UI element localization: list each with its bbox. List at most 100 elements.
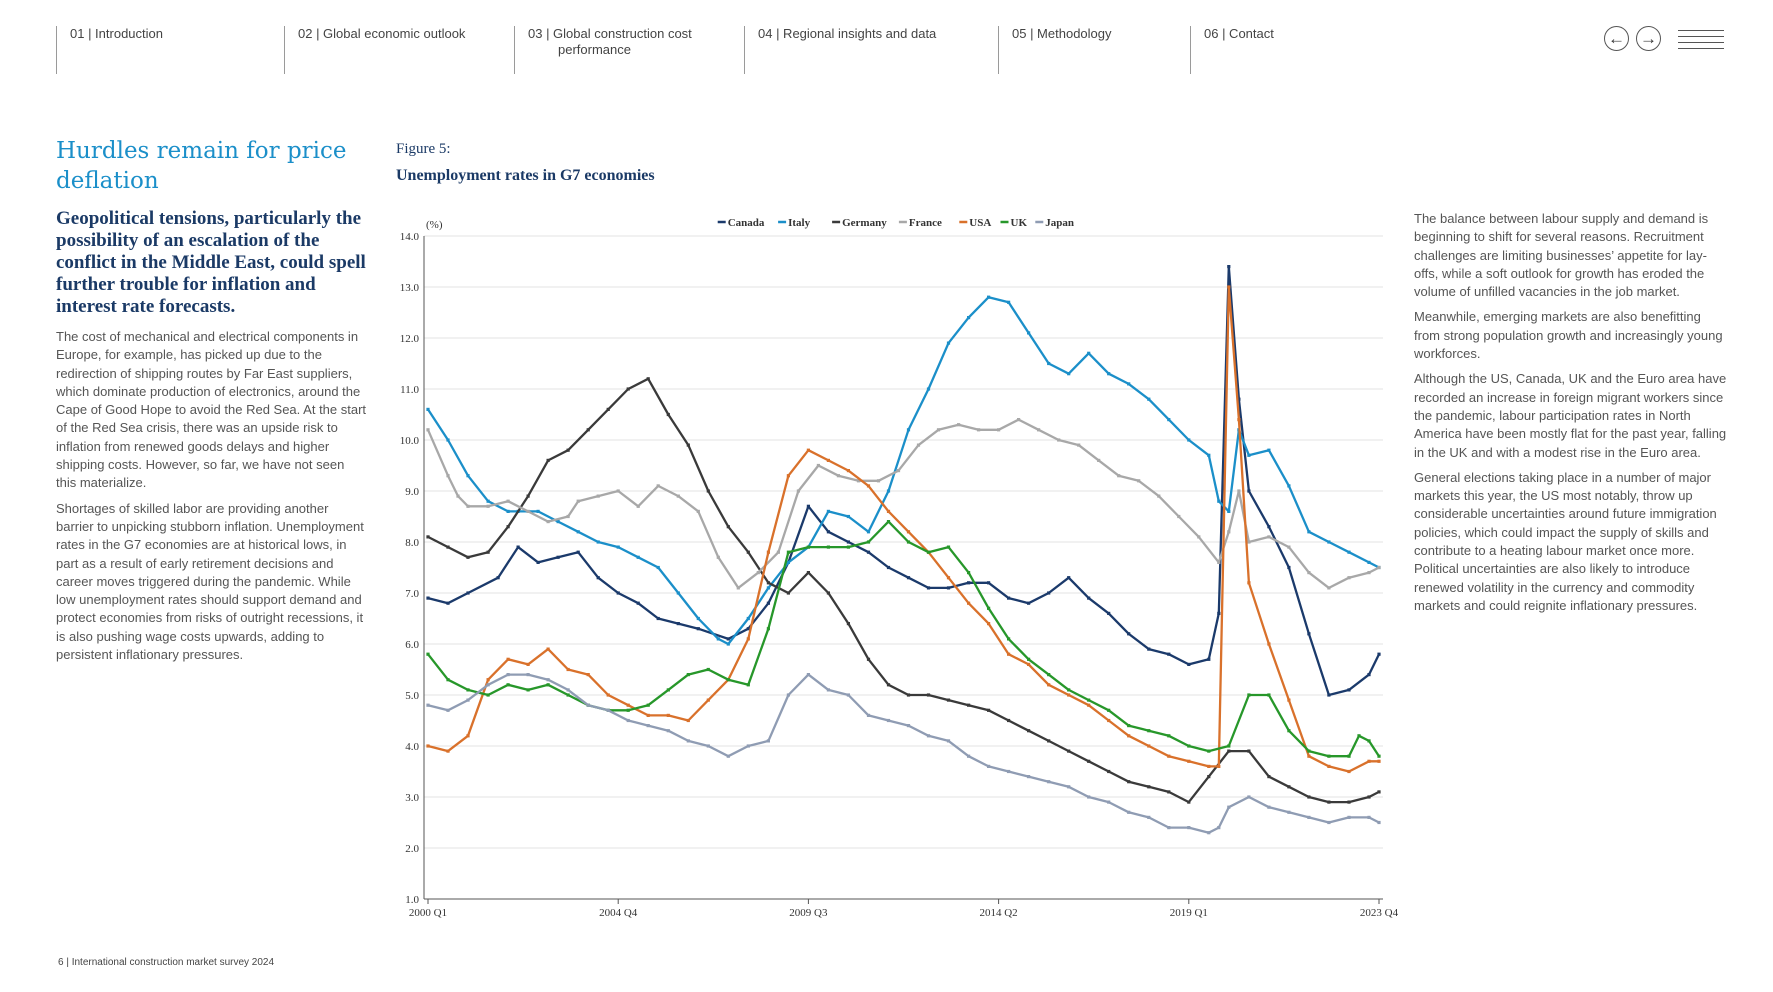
- series-point-japan: [746, 744, 750, 748]
- series-point-usa: [546, 647, 550, 651]
- series-point-france: [816, 463, 820, 468]
- series-point-canada: [1027, 601, 1031, 605]
- series-point-japan: [646, 724, 650, 728]
- series-point-japan: [1367, 815, 1371, 819]
- series-point-italy: [426, 407, 430, 411]
- series-point-canada: [987, 581, 991, 585]
- series-point-france: [1267, 535, 1271, 539]
- y-tick-label: 1.0: [405, 894, 419, 906]
- series-point-japan: [1227, 805, 1231, 809]
- series-point-italy: [1127, 382, 1131, 386]
- series-point-germany: [1187, 800, 1191, 804]
- series-point-uk: [1357, 734, 1361, 738]
- series-point-italy: [1237, 428, 1241, 432]
- series-point-japan: [526, 673, 530, 677]
- series-point-germany: [606, 407, 610, 411]
- series-point-canada: [866, 550, 871, 554]
- right-paragraph-4: General elections taking place in a numb…: [1414, 469, 1717, 613]
- series-point-italy: [1087, 351, 1091, 355]
- series-point-canada: [1267, 525, 1271, 529]
- series-point-japan: [486, 683, 490, 687]
- series-point-uk: [926, 550, 931, 554]
- left-column: Hurdles remain for price deflation Geopo…: [56, 136, 368, 671]
- series-point-france: [1097, 458, 1101, 462]
- series-point-france: [1237, 489, 1241, 493]
- series-point-uk: [666, 688, 670, 692]
- nav-methodology[interactable]: 05 | Methodology: [998, 26, 1112, 74]
- series-point-uk: [786, 550, 790, 554]
- series-point-uk: [1347, 754, 1351, 758]
- series-point-uk: [866, 540, 871, 544]
- series-point-france: [676, 494, 680, 498]
- series-point-italy: [576, 530, 580, 534]
- legend-label-france: France: [909, 217, 942, 229]
- series-point-italy: [616, 545, 620, 549]
- series-point-japan: [967, 754, 971, 758]
- series-point-france: [426, 428, 430, 432]
- series-point-germany: [506, 525, 510, 529]
- series-point-france: [896, 469, 901, 473]
- series-point-france: [916, 443, 921, 447]
- series-point-italy: [967, 316, 971, 320]
- series-point-uk: [646, 703, 650, 707]
- next-page-button[interactable]: →: [1636, 26, 1661, 51]
- previous-page-button[interactable]: ←: [1604, 26, 1629, 51]
- y-axis-label: (%): [426, 219, 443, 231]
- series-point-germany: [1107, 769, 1111, 774]
- series-point-france: [506, 499, 510, 503]
- series-point-france: [936, 428, 941, 432]
- series-point-italy: [866, 530, 871, 534]
- series-point-usa: [1287, 698, 1291, 702]
- series-point-usa: [826, 458, 830, 462]
- lead-paragraph: Geopolitical tensions, particularly the …: [56, 208, 366, 317]
- series-point-japan: [706, 744, 710, 748]
- body-paragraph-2: Shortages of skilled labor are providing…: [56, 500, 364, 663]
- nav-global-construction-cost[interactable]: 03 | Global construction cost performanc…: [514, 26, 692, 74]
- right-paragraph-3: Although the US, Canada, UK and the Euro…: [1414, 371, 1727, 460]
- series-point-japan: [1007, 769, 1011, 774]
- legend-label-japan: Japan: [1045, 217, 1074, 229]
- series-point-italy: [656, 565, 660, 570]
- series-point-italy: [946, 341, 951, 345]
- series-point-france: [736, 586, 740, 590]
- series-point-germany: [926, 693, 931, 697]
- series-point-japan: [1327, 820, 1331, 825]
- series-point-canada: [1327, 693, 1331, 697]
- series-point-canada: [636, 601, 640, 605]
- series-point-uk: [987, 606, 991, 610]
- series-point-canada: [1307, 632, 1311, 636]
- series-point-canada: [1247, 489, 1251, 493]
- series-point-japan: [826, 688, 830, 692]
- series-point-uk: [1367, 739, 1371, 743]
- series-point-usa: [446, 749, 450, 753]
- series-point-uk: [806, 545, 810, 549]
- series-point-canada: [726, 637, 730, 641]
- series-point-uk: [1287, 729, 1291, 733]
- nav-introduction[interactable]: 01 | Introduction: [56, 26, 163, 74]
- series-point-japan: [566, 688, 570, 692]
- series-point-germany: [1027, 729, 1031, 733]
- hamburger-menu-icon[interactable]: [1678, 30, 1724, 50]
- series-point-usa: [926, 550, 931, 554]
- legend-label-uk: UK: [1011, 217, 1028, 229]
- nav-global-economic-outlook[interactable]: 02 | Global economic outlook: [284, 26, 465, 74]
- series-point-italy: [516, 509, 520, 513]
- series-point-uk: [526, 688, 530, 692]
- series-point-usa: [1207, 764, 1211, 768]
- figure-label: Figure 5:: [396, 141, 451, 157]
- series-point-germany: [1267, 775, 1271, 779]
- series-point-japan: [726, 754, 730, 758]
- series-point-france: [446, 474, 450, 478]
- y-tick-label: 6.0: [405, 639, 419, 651]
- series-point-germany: [846, 622, 850, 626]
- nav-contact[interactable]: 06 | Contact: [1190, 26, 1274, 74]
- series-point-italy: [1307, 530, 1311, 534]
- series-point-france: [456, 494, 460, 498]
- series-point-usa: [766, 550, 770, 554]
- series-point-japan: [626, 718, 630, 723]
- series-point-germany: [746, 550, 750, 554]
- series-point-usa: [967, 601, 971, 605]
- y-tick-label: 7.0: [405, 588, 419, 600]
- nav-regional-insights[interactable]: 04 | Regional insights and data: [744, 26, 936, 74]
- series-point-france: [1077, 443, 1081, 447]
